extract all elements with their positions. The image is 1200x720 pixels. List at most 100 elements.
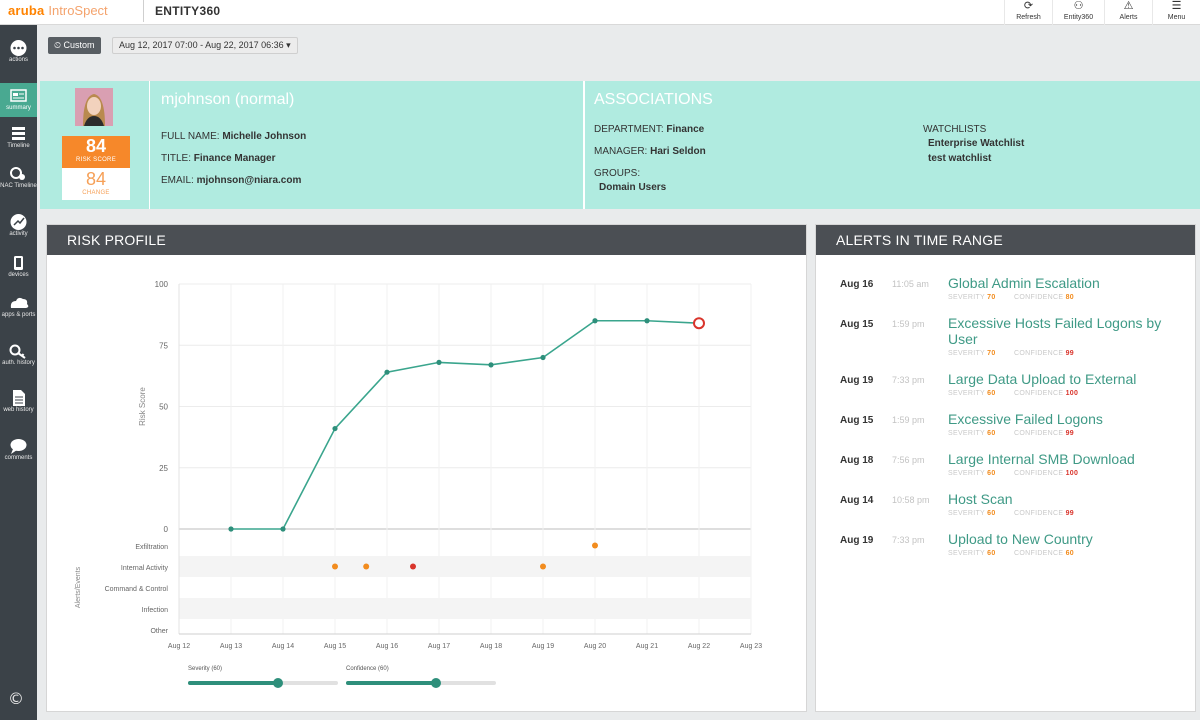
sidebar-item-web-history[interactable]: web history [0,389,37,427]
avatar[interactable] [75,88,113,126]
alerts-icon: ⚠ [1123,0,1134,12]
refresh-button[interactable]: ⟳ Refresh [1004,0,1052,25]
confidence-value: 60 [1065,550,1074,557]
event-dot [332,563,338,570]
date-range-value: Aug 12, 2017 07:00 - Aug 22, 2017 06:36 [119,40,284,50]
job-title-label: TITLE: [161,153,192,164]
alert-date: Aug 14 [840,495,874,506]
severity-value: 60 [987,430,996,437]
alert-title-link[interactable]: Excessive Failed Logons [948,411,1103,427]
risk-score-line [231,319,700,530]
severity-label: SEVERITY [948,430,985,437]
alert-date: Aug 15 [840,415,874,426]
y-axis-label: Risk Score [138,387,147,426]
entity360-button[interactable]: ⚇ Entity360 [1052,0,1104,25]
group-item[interactable]: Domain Users [599,182,667,193]
risk-profile-panel: RISK PROFILE 0 25 50 75 100 Risk Score Exfiltr… [46,224,807,712]
alert-title-link[interactable]: Host Scan [948,491,1013,507]
sidebar-item-nac-timeline[interactable]: NAC Timeline [0,165,37,203]
event-dot [363,563,370,570]
confidence-value: 99 [1065,430,1074,437]
brand-logo[interactable]: aruba IntroSpect [8,3,108,18]
severity-label: SEVERITY [948,294,985,301]
manager-row: MANAGER: Hari Seldon [594,146,706,157]
risk-score-card: 84 RISK SCORE 84 CHANGE [62,136,130,200]
job-title-value: Finance Manager [193,153,276,164]
sidebar-item-actions[interactable]: actions [0,39,37,75]
alert-title-link[interactable]: Large Internal SMB Download [948,451,1135,467]
email-row: EMAIL: mjohnson@niara.com [161,175,301,186]
sidebar-item-activity[interactable]: activity [0,213,37,245]
x-tick-label: Aug 18 [480,643,502,650]
severity-value: 60 [987,550,996,557]
risk-profile-title: RISK PROFILE [47,225,806,255]
sidebar-item-label: actions [8,57,28,63]
date-range-select[interactable]: Aug 12, 2017 07:00 - Aug 22, 2017 06:36 … [112,37,298,54]
alert-title-link[interactable]: Excessive Hosts Failed Logons by User [948,315,1162,347]
clock-icon: ⏲ [54,40,62,50]
sidebar-item-label: apps & ports [1,312,36,318]
sidebar-item-devices[interactable]: devices [0,254,37,286]
custom-range-button[interactable]: ⏲ Custom [48,37,101,54]
risk-change-block: 84 CHANGE [62,168,130,197]
user-photo-icon [75,88,113,126]
alert-title-link[interactable]: Large Data Upload to External [948,371,1137,387]
current-risk-point [693,317,705,330]
confidence-slider-label: Confidence (60) [346,666,389,672]
data-point [332,425,338,432]
sidebar-item-summary[interactable]: summary [0,83,37,117]
sidebar-item-label: Timeline [7,143,30,149]
alert-scores: SEVERITY 60 CONFIDENCE 99 [948,510,1074,517]
sidebar-item-apps-ports[interactable]: apps & ports [0,294,37,332]
sidebar-item-timeline[interactable]: Timeline [0,125,37,155]
x-tick-label: Aug 22 [688,643,710,650]
associations: ASSOCIATIONS DEPARTMENT: Finance MANAGER… [587,81,1200,209]
alert-title-link[interactable]: Global Admin Escalation [948,275,1100,291]
confidence-label: CONFIDENCE [1014,430,1064,437]
copyright-symbol: © [8,689,24,708]
severity-slider-handle[interactable] [273,678,283,688]
x-tick-label: Aug 21 [636,643,658,650]
watchlist-item[interactable]: test watchlist [928,153,992,164]
sidebar: actions summary Timeline NAC Timeline ac… [0,25,37,720]
event-dot [410,563,416,570]
watchlist-item[interactable]: Enterprise Watchlist [928,138,1025,149]
watchlists-label: WATCHLISTS [923,124,987,135]
avatar-column: 84 RISK SCORE 84 CHANGE [40,81,150,209]
event-lane [179,556,751,577]
sidebar-item-label: summary [6,105,31,111]
data-point [644,318,650,324]
alert-time: 1:59 pm [892,415,925,425]
event-category-label: Infection [142,607,169,614]
sidebar-item-auth-history[interactable]: auth. history [0,342,37,380]
confidence-value: 80 [1065,294,1074,301]
user-name-title: mjohnson (normal) [161,91,295,108]
nac-timeline-icon [10,167,25,180]
job-title-row: TITLE: Finance Manager [161,153,276,164]
confidence-label: CONFIDENCE [1014,550,1064,557]
actions-icon [10,40,27,56]
risk-score-value: 84 [85,136,107,156]
confidence-label: CONFIDENCE [1014,350,1064,357]
x-tick-label: Aug 12 [168,643,190,650]
risk-score-block: 84 RISK SCORE [62,136,130,168]
risk-score-chart[interactable]: 0 25 50 75 100 Risk Score Exfiltration Internal… [47,256,806,711]
devices-icon [14,256,23,270]
menu-button[interactable]: ☰ Menu [1152,0,1200,25]
refresh-label: Refresh [1016,14,1041,21]
alerts-button[interactable]: ⚠ Alerts [1104,0,1152,25]
divider [143,0,144,22]
y-tick-label: 75 [159,341,168,350]
sidebar-item-comments[interactable]: comments [0,437,37,469]
alert-scores: SEVERITY 60 CONFIDENCE 100 [948,470,1078,477]
risk-change-value: 84 [85,169,107,189]
alerts-panel: ALERTS IN TIME RANGE Aug 16 11:05 am Glo… [815,224,1196,712]
app-name: ENTITY360 [155,4,221,18]
event-category-label: Command & Control [105,586,169,593]
alert-time: 7:33 pm [892,375,925,385]
key-icon [9,344,26,359]
apps-icon [10,297,29,308]
confidence-slider-handle[interactable] [431,678,441,688]
event-category-label: Internal Activity [121,565,169,572]
alert-title-link[interactable]: Upload to New Country [948,531,1093,547]
